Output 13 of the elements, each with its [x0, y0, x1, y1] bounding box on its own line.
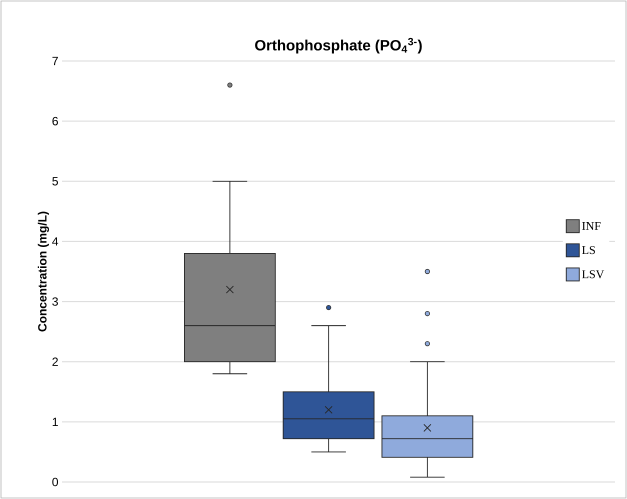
- legend-label: LSV: [582, 270, 604, 278]
- y-tick-label: 0: [52, 478, 58, 486]
- y-tick-label: 4: [52, 237, 58, 246]
- chart-title: Orthophosphate (PO$_{4}$$^{3-}$): [255, 38, 422, 54]
- legend-label: LS: [582, 246, 595, 254]
- y-axis-title: Concentration (mg/L): [38, 212, 49, 332]
- y-tick-label: 6: [52, 116, 58, 126]
- y-tick-label: 7: [52, 56, 58, 66]
- legend-label: INF: [582, 222, 601, 230]
- y-tick-label: 2: [52, 358, 58, 366]
- y-tick-label: 5: [52, 177, 58, 186]
- y-tick-label: 3: [52, 297, 58, 306]
- y-tick-label: 1: [52, 418, 58, 426]
